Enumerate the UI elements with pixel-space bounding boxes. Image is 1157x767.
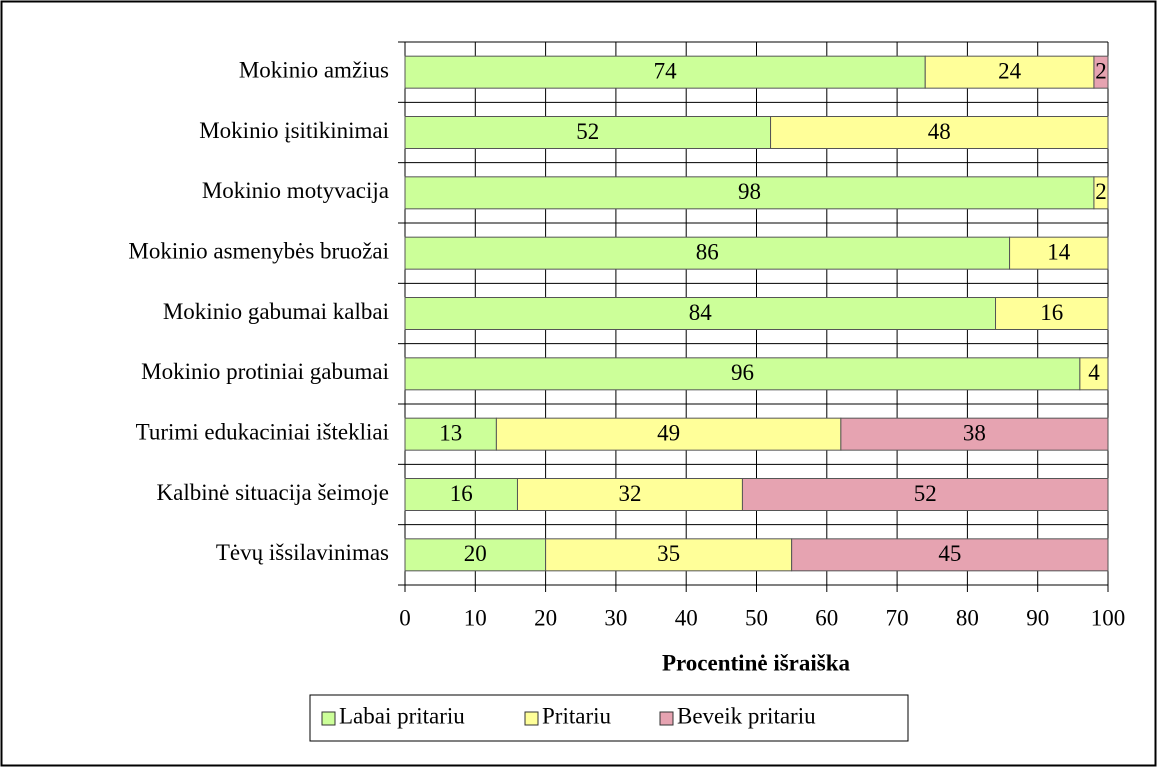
data-label: 24 [998,58,1022,83]
data-label: 2 [1095,179,1107,204]
data-label: 74 [654,58,678,83]
data-label: 49 [657,420,680,445]
data-label: 35 [657,541,680,566]
bar [995,297,1109,330]
data-label: 52 [914,481,937,506]
x-axis-title: Procentinė išraiška [662,650,851,675]
y-tick-label: Tėvų išsilavinimas [216,540,389,565]
bar [404,236,1011,270]
y-tick-label: Mokinio gabumai kalbai [163,299,389,324]
data-label: 84 [689,300,713,325]
bar [791,538,1109,572]
legend-swatch [321,711,336,726]
x-tick-label: 90 [1026,605,1049,630]
y-tick-label: Mokinio įsitikinimai [199,118,389,143]
data-label: 20 [464,541,487,566]
y-tick-label: Mokinio motyvacija [202,178,389,203]
y-tick-label: Mokinio amžius [239,57,389,82]
legend-swatch [659,711,674,726]
bar [404,116,772,149]
bar [1079,357,1109,391]
data-label: 48 [928,119,951,144]
legend-box [309,694,909,742]
data-label: 86 [696,239,719,264]
bar [404,176,1095,210]
data-label: 2 [1095,58,1107,83]
data-label: 13 [439,420,462,445]
x-tick-label: 80 [956,605,979,630]
data-label: 16 [1040,300,1063,325]
data-label: 52 [576,119,599,144]
data-label: 14 [1047,239,1071,264]
x-tick-label: 60 [815,605,838,630]
data-label: 4 [1088,360,1100,385]
bar [404,297,997,330]
bar [404,478,518,511]
y-tick-label: Kalbinė situacija šeimoje [157,480,389,505]
y-tick-label: Turimi edukaciniai ištekliai [136,419,389,444]
legend-label: Labai pritariu [339,703,465,728]
data-label: 16 [450,481,473,506]
x-tick-label: 50 [745,605,768,630]
bar [404,55,926,89]
x-tick-label: 20 [534,605,557,630]
bar [495,417,842,451]
data-label: 98 [738,179,761,204]
bar [770,116,1109,149]
x-tick-label: 100 [1091,605,1126,630]
legend-swatch [524,711,539,726]
bar [404,417,497,451]
x-tick-label: 10 [464,605,487,630]
x-tick-label: 40 [675,605,698,630]
bar [741,478,1109,511]
legend-label: Pritariu [542,703,611,728]
bar [1009,236,1109,270]
y-tick-label: Mokinio asmenybės bruožai [128,238,389,263]
x-tick-label: 30 [604,605,627,630]
bar [545,538,793,572]
data-label: 32 [618,481,641,506]
x-tick-label: 70 [886,605,909,630]
data-label: 45 [938,541,961,566]
legend-label: Beveik pritariu [677,703,816,728]
bar [840,417,1109,451]
x-tick-label: 0 [399,605,411,630]
y-tick-label: Mokinio protiniai gabumai [141,359,389,384]
bar [516,478,743,511]
data-label: 38 [963,420,986,445]
bar [1093,55,1109,89]
data-label: 96 [731,360,754,385]
bar [1093,176,1109,210]
bar [404,357,1081,391]
